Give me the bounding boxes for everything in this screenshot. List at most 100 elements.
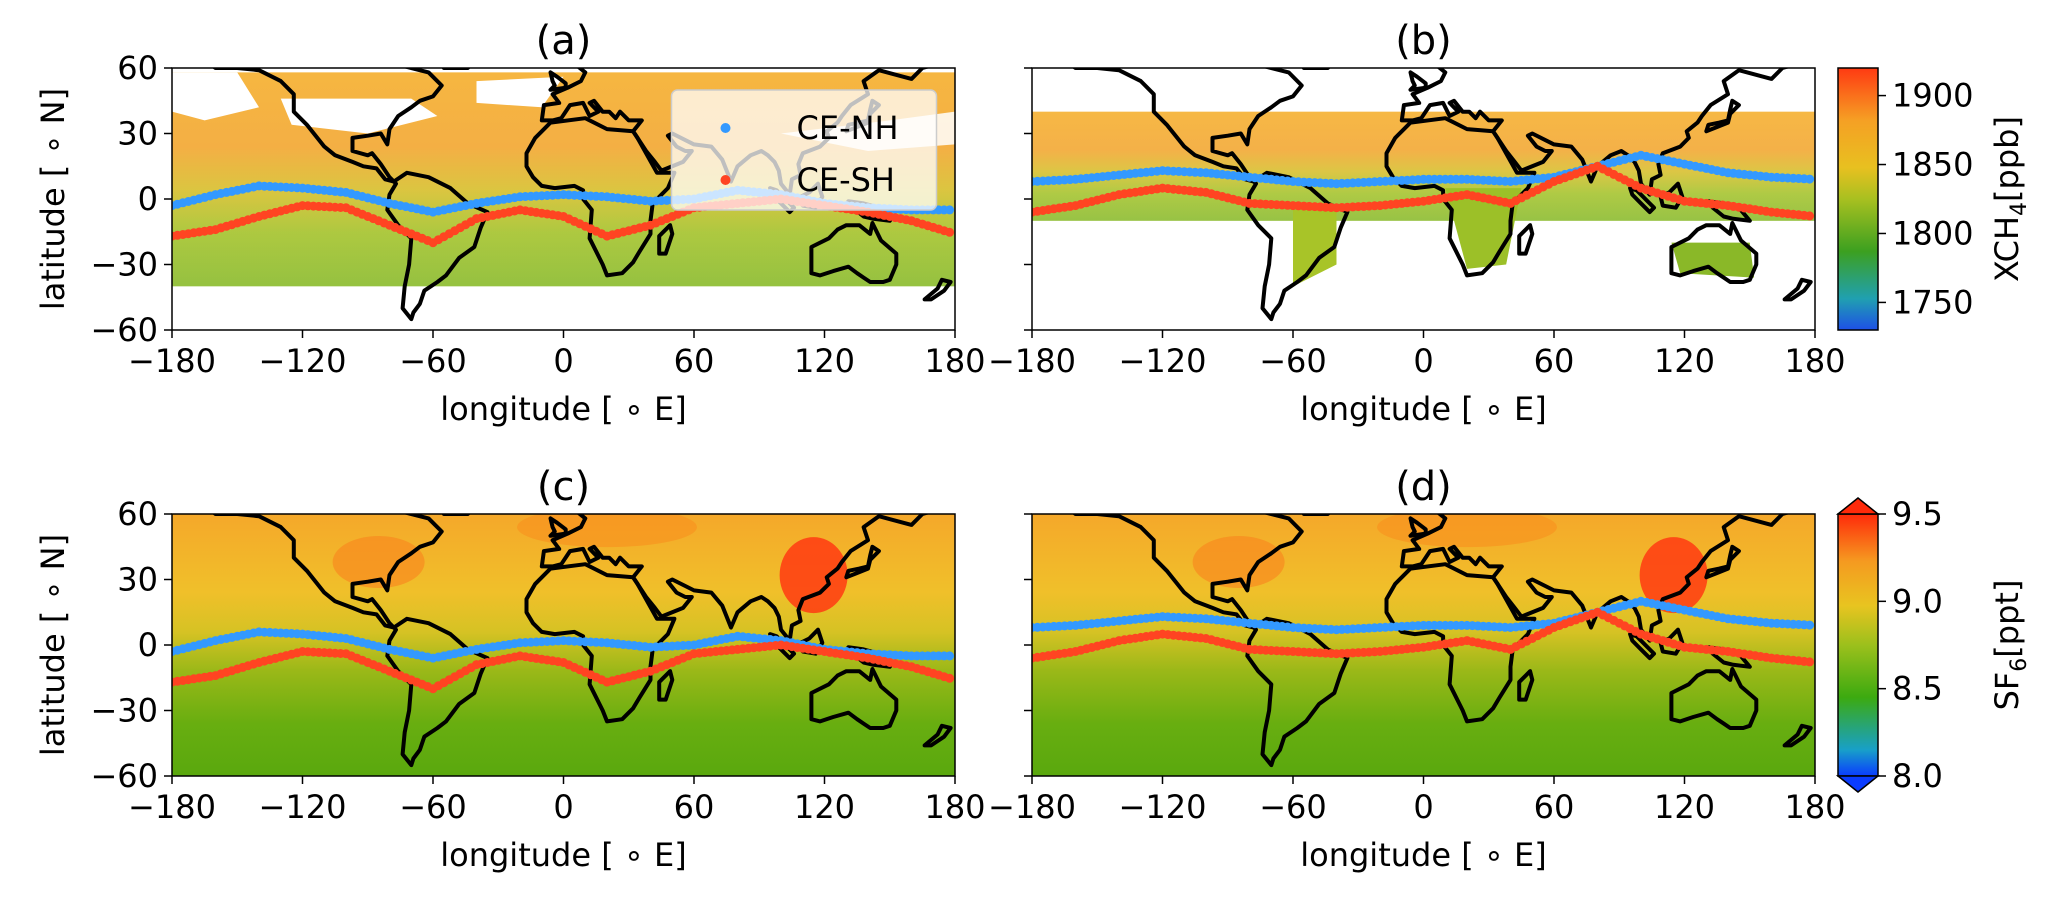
x-axis-label: longitude [ ∘ E] xyxy=(440,390,687,428)
legend: CE-NH CE-SH xyxy=(670,89,938,211)
coastline-uk xyxy=(548,70,568,92)
coastline-newZealand xyxy=(922,723,953,748)
x-tick-label: 0 xyxy=(553,342,573,380)
data-point xyxy=(1805,657,1815,667)
coastline-greenland xyxy=(1301,514,1331,516)
coastline-japan xyxy=(1704,544,1741,580)
x-tick-label: −180 xyxy=(988,788,1076,826)
coastline-japan xyxy=(844,544,881,580)
y-tick-label: 30 xyxy=(117,561,158,599)
series-b xyxy=(1032,150,1815,221)
y-axis-label: latitude [ ∘ N] xyxy=(34,534,72,756)
coastline-newZealand xyxy=(1782,723,1813,748)
coastline-madagascar xyxy=(1517,223,1535,256)
colorbar-label: XCH4[ppb] xyxy=(1988,116,2032,282)
x-tick-label: 180 xyxy=(1784,342,1845,380)
x-tick-label: 60 xyxy=(1534,342,1575,380)
y-tick-label: −60 xyxy=(90,757,158,795)
x-tick-label: 180 xyxy=(924,788,985,826)
x-tick-label: −120 xyxy=(1119,342,1207,380)
x-tick-label: −60 xyxy=(1259,788,1327,826)
x-tick-label: −180 xyxy=(128,342,216,380)
data-point xyxy=(945,227,955,237)
series-ce-sh xyxy=(172,640,955,694)
x-tick-label: 180 xyxy=(1784,788,1845,826)
panel-title: (b) xyxy=(1395,18,1452,64)
colorbar-gradient xyxy=(1837,513,1879,777)
colorbar-extend-min xyxy=(1835,775,1881,793)
x-tick-label: 0 xyxy=(553,788,573,826)
series-c xyxy=(172,627,955,694)
coastlines-d xyxy=(1072,514,1813,768)
panel-a: (a) −180 −120 −60 0 60 120 180 longitude [ ∘ E] 6… xyxy=(34,18,986,428)
colorbar-label: SF6[ppt] xyxy=(1988,580,2032,711)
x-axis-label: longitude [ ∘ E] xyxy=(440,836,687,874)
x-tick-label: −120 xyxy=(259,788,347,826)
coastline-southAmerica xyxy=(1245,616,1350,768)
legend-marker xyxy=(720,175,731,185)
x-tick-label: 180 xyxy=(924,342,985,380)
x-tick-label: 60 xyxy=(674,342,715,380)
y-tick-label: −30 xyxy=(90,692,158,730)
coastline-australia xyxy=(1669,667,1759,730)
coastline-sumatra xyxy=(1628,186,1656,215)
colorbar-sf6: 8.0 8.5 9.0 9.5 SF6[ppt] xyxy=(1835,495,2032,795)
x-tick-label: 60 xyxy=(1534,788,1575,826)
data-point xyxy=(945,673,955,683)
x-tick-label: 60 xyxy=(674,788,715,826)
colorbar-tick-label: 1900 xyxy=(1892,77,1973,115)
panel-b: (b) −180 −120 −60 0 60 120 180 longitude [ ∘ E] xyxy=(988,18,1845,428)
x-tick-label: −60 xyxy=(399,788,467,826)
panel-c: (c) −180 −120 −60 0 60 120 180 longitude [ ∘ E] 6… xyxy=(34,464,986,874)
series-ce-nh xyxy=(172,627,955,663)
x-tick-label: −60 xyxy=(1259,342,1327,380)
legend-marker xyxy=(720,123,731,133)
x-tick-label: 0 xyxy=(1413,788,1433,826)
data-point xyxy=(1805,211,1815,221)
series-ce-sh xyxy=(1032,161,1815,221)
colorbar-xch4: 1750 1800 1850 1900 XCH4[ppb] xyxy=(1837,67,2032,331)
coastline-madagascar xyxy=(657,223,675,256)
series-ce-sh xyxy=(1032,607,1815,667)
coastline-madagascar xyxy=(657,669,675,702)
coastline-australia xyxy=(809,667,899,730)
coastline-eurasia xyxy=(1399,68,1791,197)
coastline-greenland xyxy=(441,68,471,70)
colorbar-tick-label: 9.0 xyxy=(1892,582,1943,620)
y-tick-label: 30 xyxy=(117,115,158,153)
coastlines-a xyxy=(212,68,953,322)
y-tick-label: −30 xyxy=(90,246,158,284)
x-tick-label: −60 xyxy=(399,342,467,380)
series-d xyxy=(1032,596,1815,667)
coastline-australia xyxy=(809,221,899,284)
colorbar-tick-label: 9.5 xyxy=(1892,495,1943,533)
coastline-africa xyxy=(524,116,677,278)
coastline-africa xyxy=(1384,116,1537,278)
legend-box xyxy=(670,89,938,211)
panel-d: (d) −180 −120 −60 0 60 120 180 longitude [ ∘ E] xyxy=(988,464,1845,874)
x-tick-label: −180 xyxy=(988,342,1076,380)
x-axis-label: longitude [ ∘ E] xyxy=(1300,836,1547,874)
x-tick-label: 120 xyxy=(794,342,855,380)
y-tick-label: −60 xyxy=(90,311,158,349)
coastline-southAmerica xyxy=(385,170,490,322)
coastline-southAmerica xyxy=(1245,170,1350,322)
legend-label: CE-NH xyxy=(797,109,899,147)
coastline-southAmerica xyxy=(385,616,490,768)
coastline-africa xyxy=(1384,562,1537,724)
colorbar-tick-label: 1800 xyxy=(1892,214,1973,252)
colorbar-extend-max xyxy=(1835,497,1881,515)
data-point xyxy=(1805,174,1815,184)
colorbar-tick-label: 1750 xyxy=(1892,283,1973,321)
y-tick-label: 60 xyxy=(117,49,158,87)
coastline-eurasia xyxy=(539,514,931,643)
colorbar-tick-label: 8.0 xyxy=(1892,757,1943,795)
x-tick-label: 0 xyxy=(1413,342,1433,380)
coastline-northAmerica xyxy=(1072,514,1304,630)
coastline-uk xyxy=(1408,70,1428,92)
colorbar-tick-label: 1850 xyxy=(1892,146,1973,184)
panel-title: (d) xyxy=(1395,464,1452,510)
panel-title: (a) xyxy=(536,18,592,64)
coastline-sumatra xyxy=(1628,632,1656,661)
